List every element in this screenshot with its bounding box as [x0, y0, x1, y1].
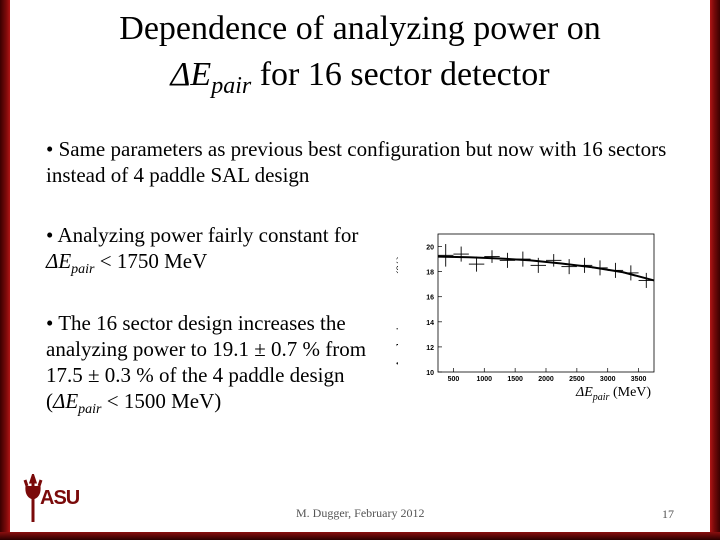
asu-logo-text: ASU	[40, 487, 80, 509]
analyzing-power-plot: 500 1000 1500 2000 2500 3000 3500 10 12 14 16 18 20	[398, 214, 663, 389]
x-axis-label: ΔEpair (MeV)	[576, 385, 651, 403]
slide-title: Dependence of analyzing power on ΔEpair …	[40, 6, 680, 109]
x-tick-label: 2000	[538, 376, 554, 383]
y-tick-label: 12	[426, 345, 434, 352]
bottom-frame-border	[0, 532, 720, 540]
x-axis-delta-e: ΔE	[576, 385, 593, 400]
bullet-constant-power: • Analyzing power fairly constant for ΔE…	[46, 222, 386, 283]
fit-curve	[437, 255, 655, 282]
bullet-increase-power: • The 16 sector design increases the ana…	[46, 310, 391, 423]
title-delta-e: ΔE	[170, 56, 212, 93]
bullet-same-parameters: • Same parameters as previous best confi…	[46, 137, 667, 187]
x-tick-label: 1000	[476, 376, 492, 383]
bullet-3-text-post: < 1500 MeV)	[101, 389, 222, 413]
title-line-2: ΔEpair for 16 sector detector	[40, 52, 680, 109]
x-axis-unit: (MeV)	[609, 385, 652, 400]
bullet-2-text-pre: • Analyzing power fairly constant for	[46, 223, 359, 247]
asu-pitchfork-logo	[23, 474, 43, 522]
x-tick-label: 2500	[569, 376, 585, 383]
bullet-3-subscript: pair	[78, 402, 102, 418]
y-tick-label: 16	[426, 295, 434, 302]
x-tick-label: 500	[448, 376, 460, 383]
x-tick-label: 3000	[600, 376, 616, 383]
y-tick-label: 18	[426, 270, 434, 277]
bullet-2-subscript: pair	[71, 262, 95, 278]
plot-frame	[437, 233, 655, 373]
page-number: 17	[662, 507, 674, 521]
x-axis-subscript: pair	[592, 391, 610, 403]
x-tick-label: 1500	[507, 376, 523, 383]
left-frame-border	[0, 0, 10, 540]
bullet-2-delta-e: ΔE	[46, 249, 72, 273]
x-tick-label: 3500	[631, 376, 647, 383]
title-line-2-rest: for 16 sector detector	[251, 56, 550, 93]
footer-author-date: M. Dugger, February 2012	[296, 506, 425, 520]
y-tick-label: 10	[426, 370, 434, 377]
title-subscript-pair: pair	[211, 72, 252, 99]
bullet-3-text-pre: • The 16 sector design increases the ana…	[46, 311, 367, 413]
bullet-2-text-post: < 1750 MeV	[94, 249, 208, 273]
y-tick-label: 20	[426, 245, 434, 252]
right-frame-border	[710, 0, 720, 540]
title-line-1: Dependence of analyzing power on	[119, 10, 601, 47]
bullet-3-delta-e: ΔE	[53, 389, 79, 413]
y-tick-label: 14	[426, 320, 434, 327]
